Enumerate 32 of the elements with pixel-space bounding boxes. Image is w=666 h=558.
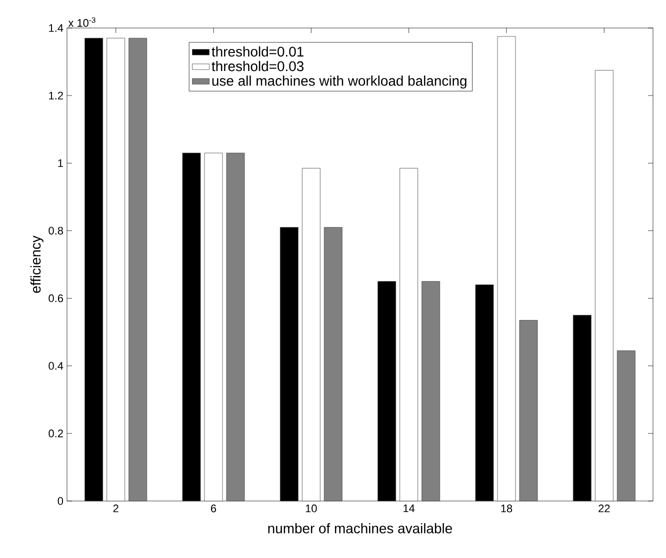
bar <box>302 168 320 502</box>
x-tick-label: 18 <box>501 504 512 512</box>
x-tick-label: 14 <box>404 504 415 512</box>
legend-label: threshold=0.03 <box>212 60 304 72</box>
y-axis-title: efficiency <box>30 236 44 293</box>
bar <box>616 350 636 502</box>
bar <box>106 38 126 502</box>
y-tick-label: 1.2 <box>49 92 63 100</box>
legend-label: use all machines with workload balancing <box>212 76 466 89</box>
text: x 10$^{-3}$ <box>68 17 96 27</box>
y-tick-label: 0.2 <box>48 430 63 438</box>
bar <box>519 320 538 502</box>
x-tick-label: 10 <box>306 504 317 512</box>
x-tick-label: 6 <box>211 504 216 512</box>
bar <box>497 36 516 502</box>
y-tick-label: 0.6 <box>48 294 63 302</box>
legend-label: threshold=0.01 <box>212 46 304 57</box>
y-tick-label: 1.4 <box>49 24 64 32</box>
bar <box>422 281 440 502</box>
bar <box>128 38 148 502</box>
y-tick-label: 0.8 <box>48 226 63 235</box>
bar <box>594 70 614 502</box>
x-tick-label: 22 <box>598 504 610 512</box>
bar <box>226 152 245 502</box>
bar <box>204 152 223 502</box>
y-tick-label: 0.4 <box>48 362 64 370</box>
bar <box>324 227 342 502</box>
x-tick-label: 2 <box>113 504 118 512</box>
y-tick-label: 0 <box>58 497 64 505</box>
bar <box>400 168 418 502</box>
y-tick-label: 1 <box>58 159 63 167</box>
x-axis-title: number of machines available <box>268 523 452 534</box>
